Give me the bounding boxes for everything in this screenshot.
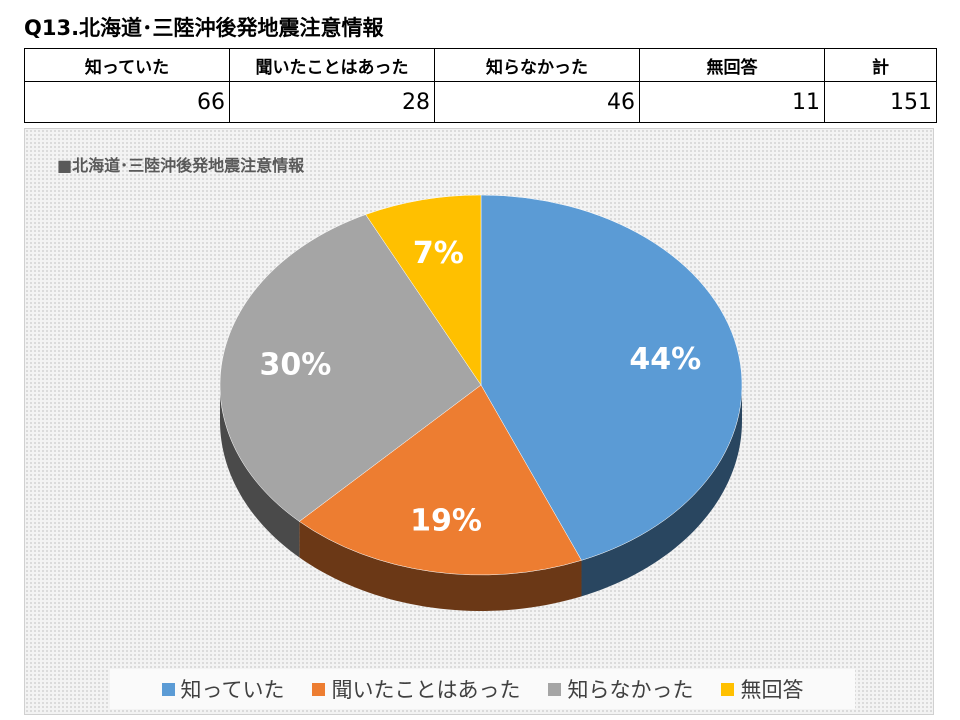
pie-slice-3: [219, 214, 482, 522]
legend-label: 聞いたことはあった: [331, 678, 521, 702]
table-header-cell: 知らなかった: [434, 48, 640, 82]
pie-data-label: 19%: [410, 503, 482, 538]
legend-label: 無回答: [740, 678, 804, 702]
legend-item: 知らなかった: [548, 674, 693, 704]
chart-title: ■北海道･三陸沖後発地震注意情報: [57, 156, 305, 175]
summary-table: 知っていた 聞いたことはあった 知らなかった 無回答 計 66 28 46 11…: [24, 48, 937, 123]
pie-slice-1: [480, 194, 743, 561]
pie-slice-4: [365, 194, 482, 386]
table-cell: 66: [24, 81, 230, 123]
table-cell: 151: [824, 81, 937, 123]
legend-item: 知っていた: [161, 674, 285, 704]
pie-data-label: 30%: [259, 348, 331, 383]
pie-slice-2: [298, 384, 582, 576]
table-cell: 28: [229, 81, 435, 123]
table-row: 66 28 46 11 151: [24, 81, 937, 123]
legend-swatch: [161, 682, 175, 696]
pie-data-label: 7%: [413, 236, 464, 271]
pie-side-3: [220, 385, 300, 558]
legend-swatch: [312, 682, 326, 696]
table-header-cell: 計: [824, 48, 937, 82]
table-header-cell: 無回答: [639, 48, 825, 82]
pie-side-1: [581, 385, 742, 597]
pie-side-2: [299, 521, 582, 611]
legend-swatch: [548, 682, 562, 696]
pie-data-label: 44%: [629, 342, 701, 377]
pie-chart: 44% 19% 30% 7%: [219, 194, 743, 611]
table-cell: 11: [639, 81, 825, 123]
chart-panel: ■北海道･三陸沖後発地震注意情報 44% 19% 30% 7% 知っていた 聞いたことは…: [24, 128, 934, 715]
page-title: Q13.北海道･三陸沖後発地震注意情報: [24, 16, 384, 40]
table-header-cell: 知っていた: [24, 48, 230, 82]
legend-item: 無回答: [721, 674, 803, 704]
table-header-cell: 聞いたことはあった: [229, 48, 435, 82]
legend-label: 知らなかった: [567, 678, 694, 702]
legend-item: 聞いたことはあった: [312, 674, 520, 704]
legend-swatch: [721, 682, 735, 696]
table-header-row: 知っていた 聞いたことはあった 知らなかった 無回答 計: [24, 48, 937, 82]
chart-legend: 知っていた 聞いたことはあった 知らなかった 無回答: [110, 669, 855, 709]
legend-label: 知っていた: [180, 678, 285, 702]
table-cell: 46: [434, 81, 640, 123]
